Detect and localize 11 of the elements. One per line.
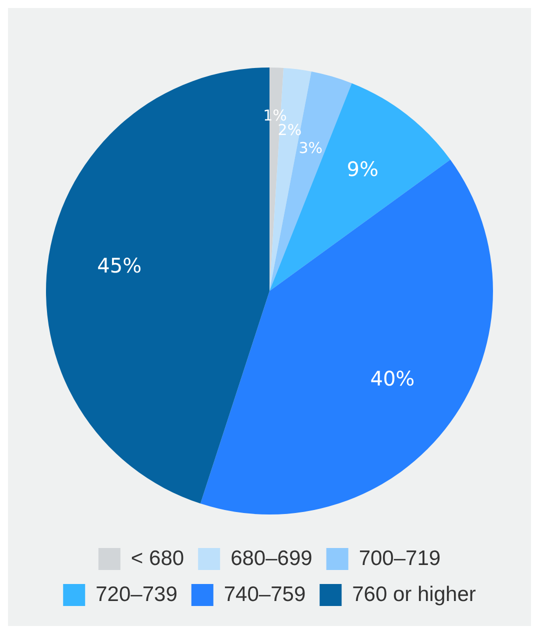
legend-label: 720–739 (96, 582, 178, 606)
data-label: 3% (298, 139, 323, 158)
legend-label: 680–699 (230, 546, 312, 570)
data-label: 9% (346, 157, 379, 182)
data-label: 45% (97, 253, 142, 278)
legend-label: < 680 (130, 546, 184, 570)
legend-label: 760 or higher (352, 582, 476, 606)
data-label: 2% (278, 121, 302, 140)
legend-label: 740–759 (224, 582, 306, 606)
legend-label: 700–719 (358, 546, 441, 570)
data-label: 40% (370, 366, 415, 391)
